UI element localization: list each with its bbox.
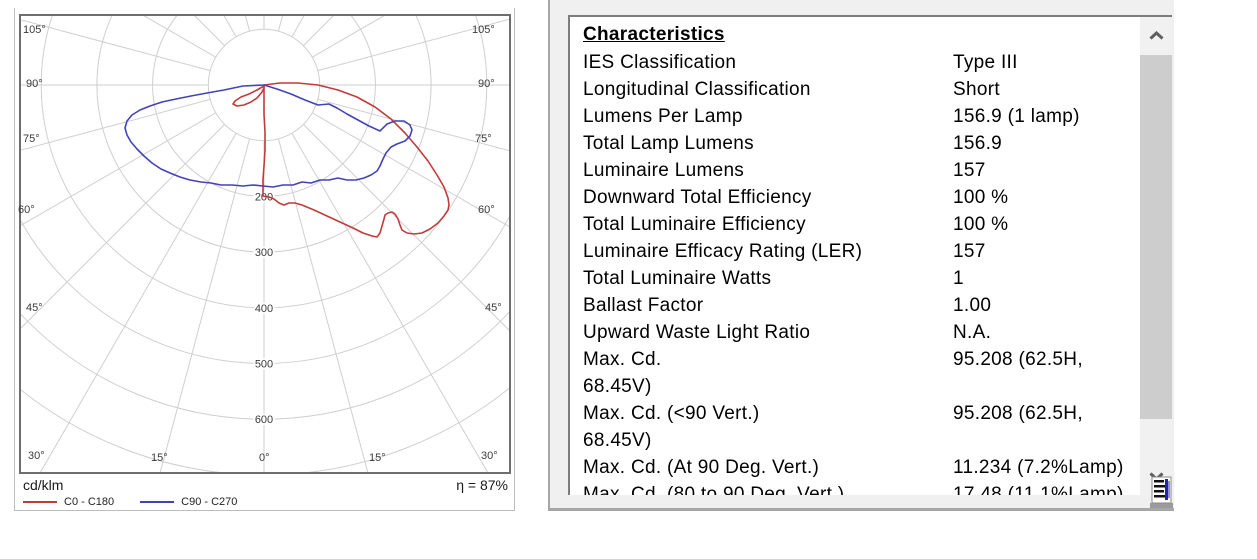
table-row: 68.45V) [583, 373, 1140, 400]
table-rows: IES Classification Type III Longitudinal C… [583, 49, 1140, 495]
row-label: Downward Total Efficiency [583, 187, 812, 208]
row-value: 1 [953, 268, 964, 289]
row-value: 156.9 [953, 133, 1003, 154]
row-label: IES Classification [583, 52, 737, 73]
list-title: Characteristics [583, 24, 725, 45]
row-label: Total Luminaire Efficiency [583, 214, 806, 235]
angle-label: 0° [259, 452, 270, 464]
table-row: Max. Cd. (<90 Vert.) 95.208 (62.5H, [583, 400, 1140, 427]
row-label: Max. Cd. (<90 Vert.) [583, 403, 760, 424]
table-row: Longitudinal Classification Short [583, 76, 1140, 103]
row-value: 95.208 (62.5H, [953, 349, 1083, 370]
table-row: Total Luminaire Watts 1 [583, 265, 1140, 292]
angle-label: 45° [485, 302, 502, 314]
row-value: Type III [953, 52, 1018, 73]
angle-label: 105° [23, 24, 46, 36]
row-label: Max. Cd. [583, 349, 662, 370]
angle-label: 30° [28, 450, 45, 462]
polar-diagram-panel: 200 300 400 500 600 105° 90° 75° 60° 45° 30°… [14, 8, 515, 511]
row-label: Longitudinal Classification [583, 79, 811, 100]
row-value: 17.48 (11.1%Lamp) [953, 484, 1124, 495]
row-value: Short [953, 79, 1000, 100]
chart-legend: C0 - C180 C90 - C270 [23, 495, 237, 509]
legend-line-c90-c270 [140, 501, 175, 503]
row-label: Total Luminaire Watts [583, 268, 772, 289]
scrollbar-thumb[interactable] [1140, 55, 1172, 419]
efficiency-value: η = 87% [456, 477, 508, 493]
row-label: 68.45V) [583, 430, 652, 451]
angle-label: 105° [472, 24, 495, 36]
characteristics-listbox[interactable]: Characteristics IES Classification Type I… [568, 15, 1172, 495]
table-row: Max. Cd. (At 90 Deg. Vert.) 11.234 (7.2%L… [583, 454, 1140, 481]
table-row: Lumens Per Lamp 156.9 (1 lamp) [583, 103, 1140, 130]
angle-label: 90° [26, 78, 43, 90]
row-label: Lumens Per Lamp [583, 106, 743, 127]
row-value: 11.234 (7.2%Lamp) [953, 457, 1124, 478]
svg-text:400: 400 [255, 303, 273, 315]
angle-label: 15° [151, 452, 168, 464]
table-row: Max. Cd. 95.208 (62.5H, [583, 346, 1140, 373]
angle-label: 75° [23, 133, 40, 145]
unit-label: cd/klm [23, 477, 64, 493]
table-row: Luminaire Lumens 157 [583, 157, 1140, 184]
row-value: 100 % [953, 187, 1009, 208]
row-label: Max. Cd. (80 to 90 Deg. Vert.) [583, 484, 845, 495]
table-row: IES Classification Type III [583, 49, 1140, 76]
row-value: 95.208 (62.5H, [953, 403, 1083, 424]
row-value: 1.00 [953, 295, 992, 316]
characteristics-panel: Characteristics IES Classification Type I… [548, 0, 1174, 511]
svg-text:200: 200 [255, 191, 273, 203]
table-row: Downward Total Efficiency 100 % [583, 184, 1140, 211]
row-label: Luminaire Efficacy Rating (LER) [583, 241, 863, 262]
angle-label: 15° [369, 452, 386, 464]
legend-line-c0-c180 [23, 501, 57, 503]
row-label: Ballast Factor [583, 295, 704, 316]
svg-text:500: 500 [255, 359, 273, 371]
row-value: N.A. [953, 322, 992, 343]
angle-label: 75° [475, 133, 492, 145]
legend-label: C0 - C180 [64, 496, 115, 508]
svg-text:300: 300 [255, 247, 273, 259]
angle-label: 45° [26, 302, 43, 314]
table-row: Ballast Factor 1.00 [583, 292, 1140, 319]
table-row: Luminaire Efficacy Rating (LER) 157 [583, 238, 1140, 265]
row-value: 157 [953, 241, 986, 262]
angle-label: 90° [478, 78, 495, 90]
row-value: 157 [953, 160, 986, 181]
row-value: 156.9 (1 lamp) [953, 106, 1080, 127]
table-row: Max. Cd. (80 to 90 Deg. Vert.) 17.48 (11.… [583, 481, 1140, 495]
svg-text:600: 600 [255, 414, 273, 426]
row-label: Luminaire Lumens [583, 160, 745, 181]
row-label: 68.45V) [583, 376, 652, 397]
table-row: Total Lamp Lumens 156.9 [583, 130, 1140, 157]
row-label: Upward Waste Light Ratio [583, 322, 811, 343]
table-row: 68.45V) [583, 427, 1140, 454]
vertical-scrollbar[interactable] [1140, 17, 1172, 495]
legend-label: C90 - C270 [181, 496, 238, 508]
row-label: Total Lamp Lumens [583, 133, 754, 154]
angle-label: 30° [481, 450, 498, 462]
angle-label: 60° [478, 204, 495, 216]
polar-chart-svg: 200 300 400 500 600 [19, 14, 511, 474]
scroll-up-button[interactable] [1140, 17, 1172, 55]
characteristics-list: Characteristics IES Classification Type I… [570, 17, 1140, 495]
chevron-up-icon [1148, 31, 1164, 40]
row-label: Max. Cd. (At 90 Deg. Vert.) [583, 457, 820, 478]
report-icon [1150, 476, 1173, 508]
table-row: Upward Waste Light Ratio N.A. [583, 319, 1140, 346]
table-row: Total Luminaire Efficiency 100 % [583, 211, 1140, 238]
angle-label: 60° [18, 204, 35, 216]
row-value: 100 % [953, 214, 1009, 235]
